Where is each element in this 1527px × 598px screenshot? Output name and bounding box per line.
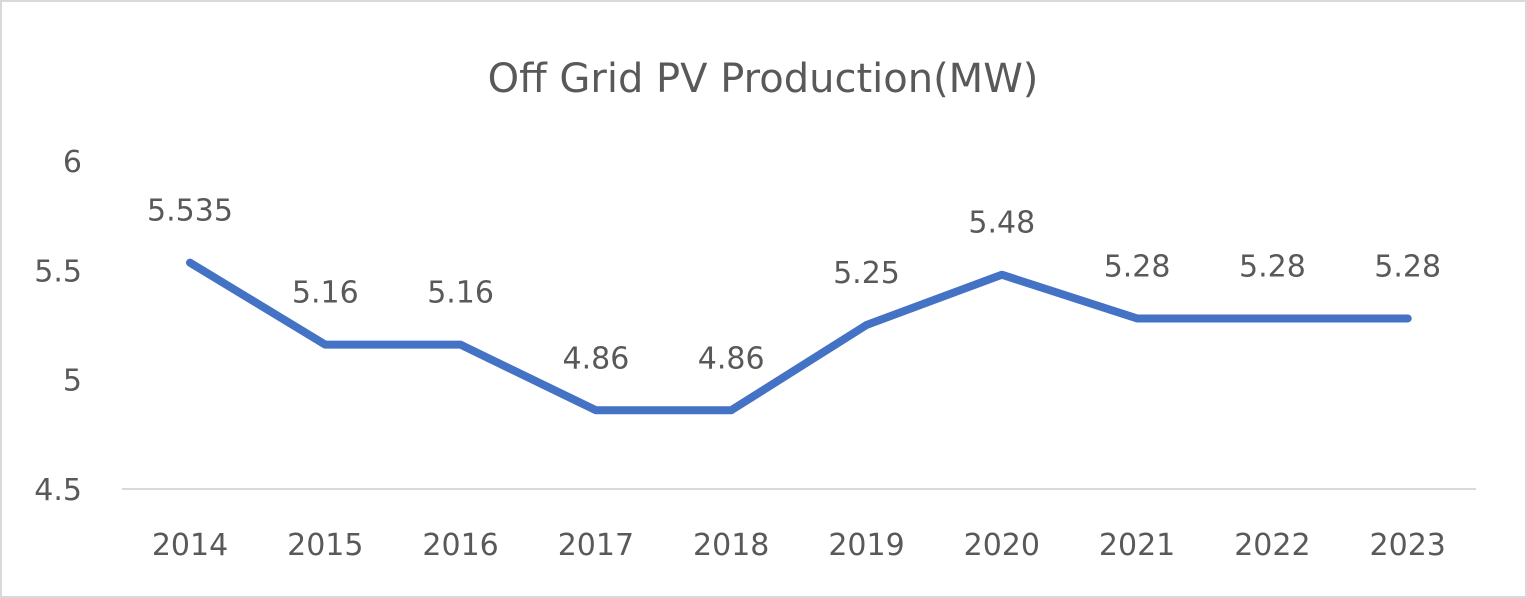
- x-tick-label: 2018: [693, 528, 769, 563]
- data-point: [1406, 317, 1409, 320]
- data-label: 5.16: [292, 276, 359, 311]
- x-tick-label: 2017: [558, 528, 634, 563]
- data-point: [459, 343, 462, 346]
- chart-title: Off Grid PV Production(MW): [488, 56, 1039, 102]
- data-point: [189, 261, 191, 264]
- x-tick-label: 2014: [152, 528, 228, 563]
- x-tick-label: 2015: [287, 528, 363, 563]
- x-tick-label: 2021: [1099, 528, 1175, 563]
- data-point: [594, 409, 597, 412]
- y-tick-label: 6: [63, 145, 82, 180]
- data-label: 5.535: [147, 194, 233, 229]
- data-point: [1136, 317, 1139, 320]
- data-point: [324, 343, 327, 346]
- x-tick-label: 2020: [964, 528, 1040, 563]
- y-tick-label: 5: [63, 364, 82, 399]
- data-point: [865, 324, 868, 326]
- y-tick-label: 5.5: [34, 254, 82, 289]
- data-point: [730, 409, 733, 412]
- data-point: [1271, 317, 1274, 320]
- data-label: 4.86: [563, 341, 630, 376]
- data-label: 5.48: [968, 206, 1035, 241]
- data-label: 5.28: [1374, 249, 1441, 284]
- x-tick-label: 2016: [422, 528, 498, 563]
- data-label: 5.28: [1239, 249, 1306, 284]
- data-label: 4.86: [698, 341, 765, 376]
- data-label: 5.25: [833, 256, 900, 291]
- data-label: 5.16: [427, 276, 494, 311]
- x-tick-label: 2023: [1370, 528, 1446, 563]
- x-tick-label: 2022: [1234, 528, 1310, 563]
- data-point: [1000, 273, 1003, 276]
- data-label: 5.28: [1104, 249, 1171, 284]
- y-tick-label: 4.5: [34, 473, 82, 508]
- series-line: [186, 258, 1412, 415]
- x-tick-label: 2019: [828, 528, 904, 563]
